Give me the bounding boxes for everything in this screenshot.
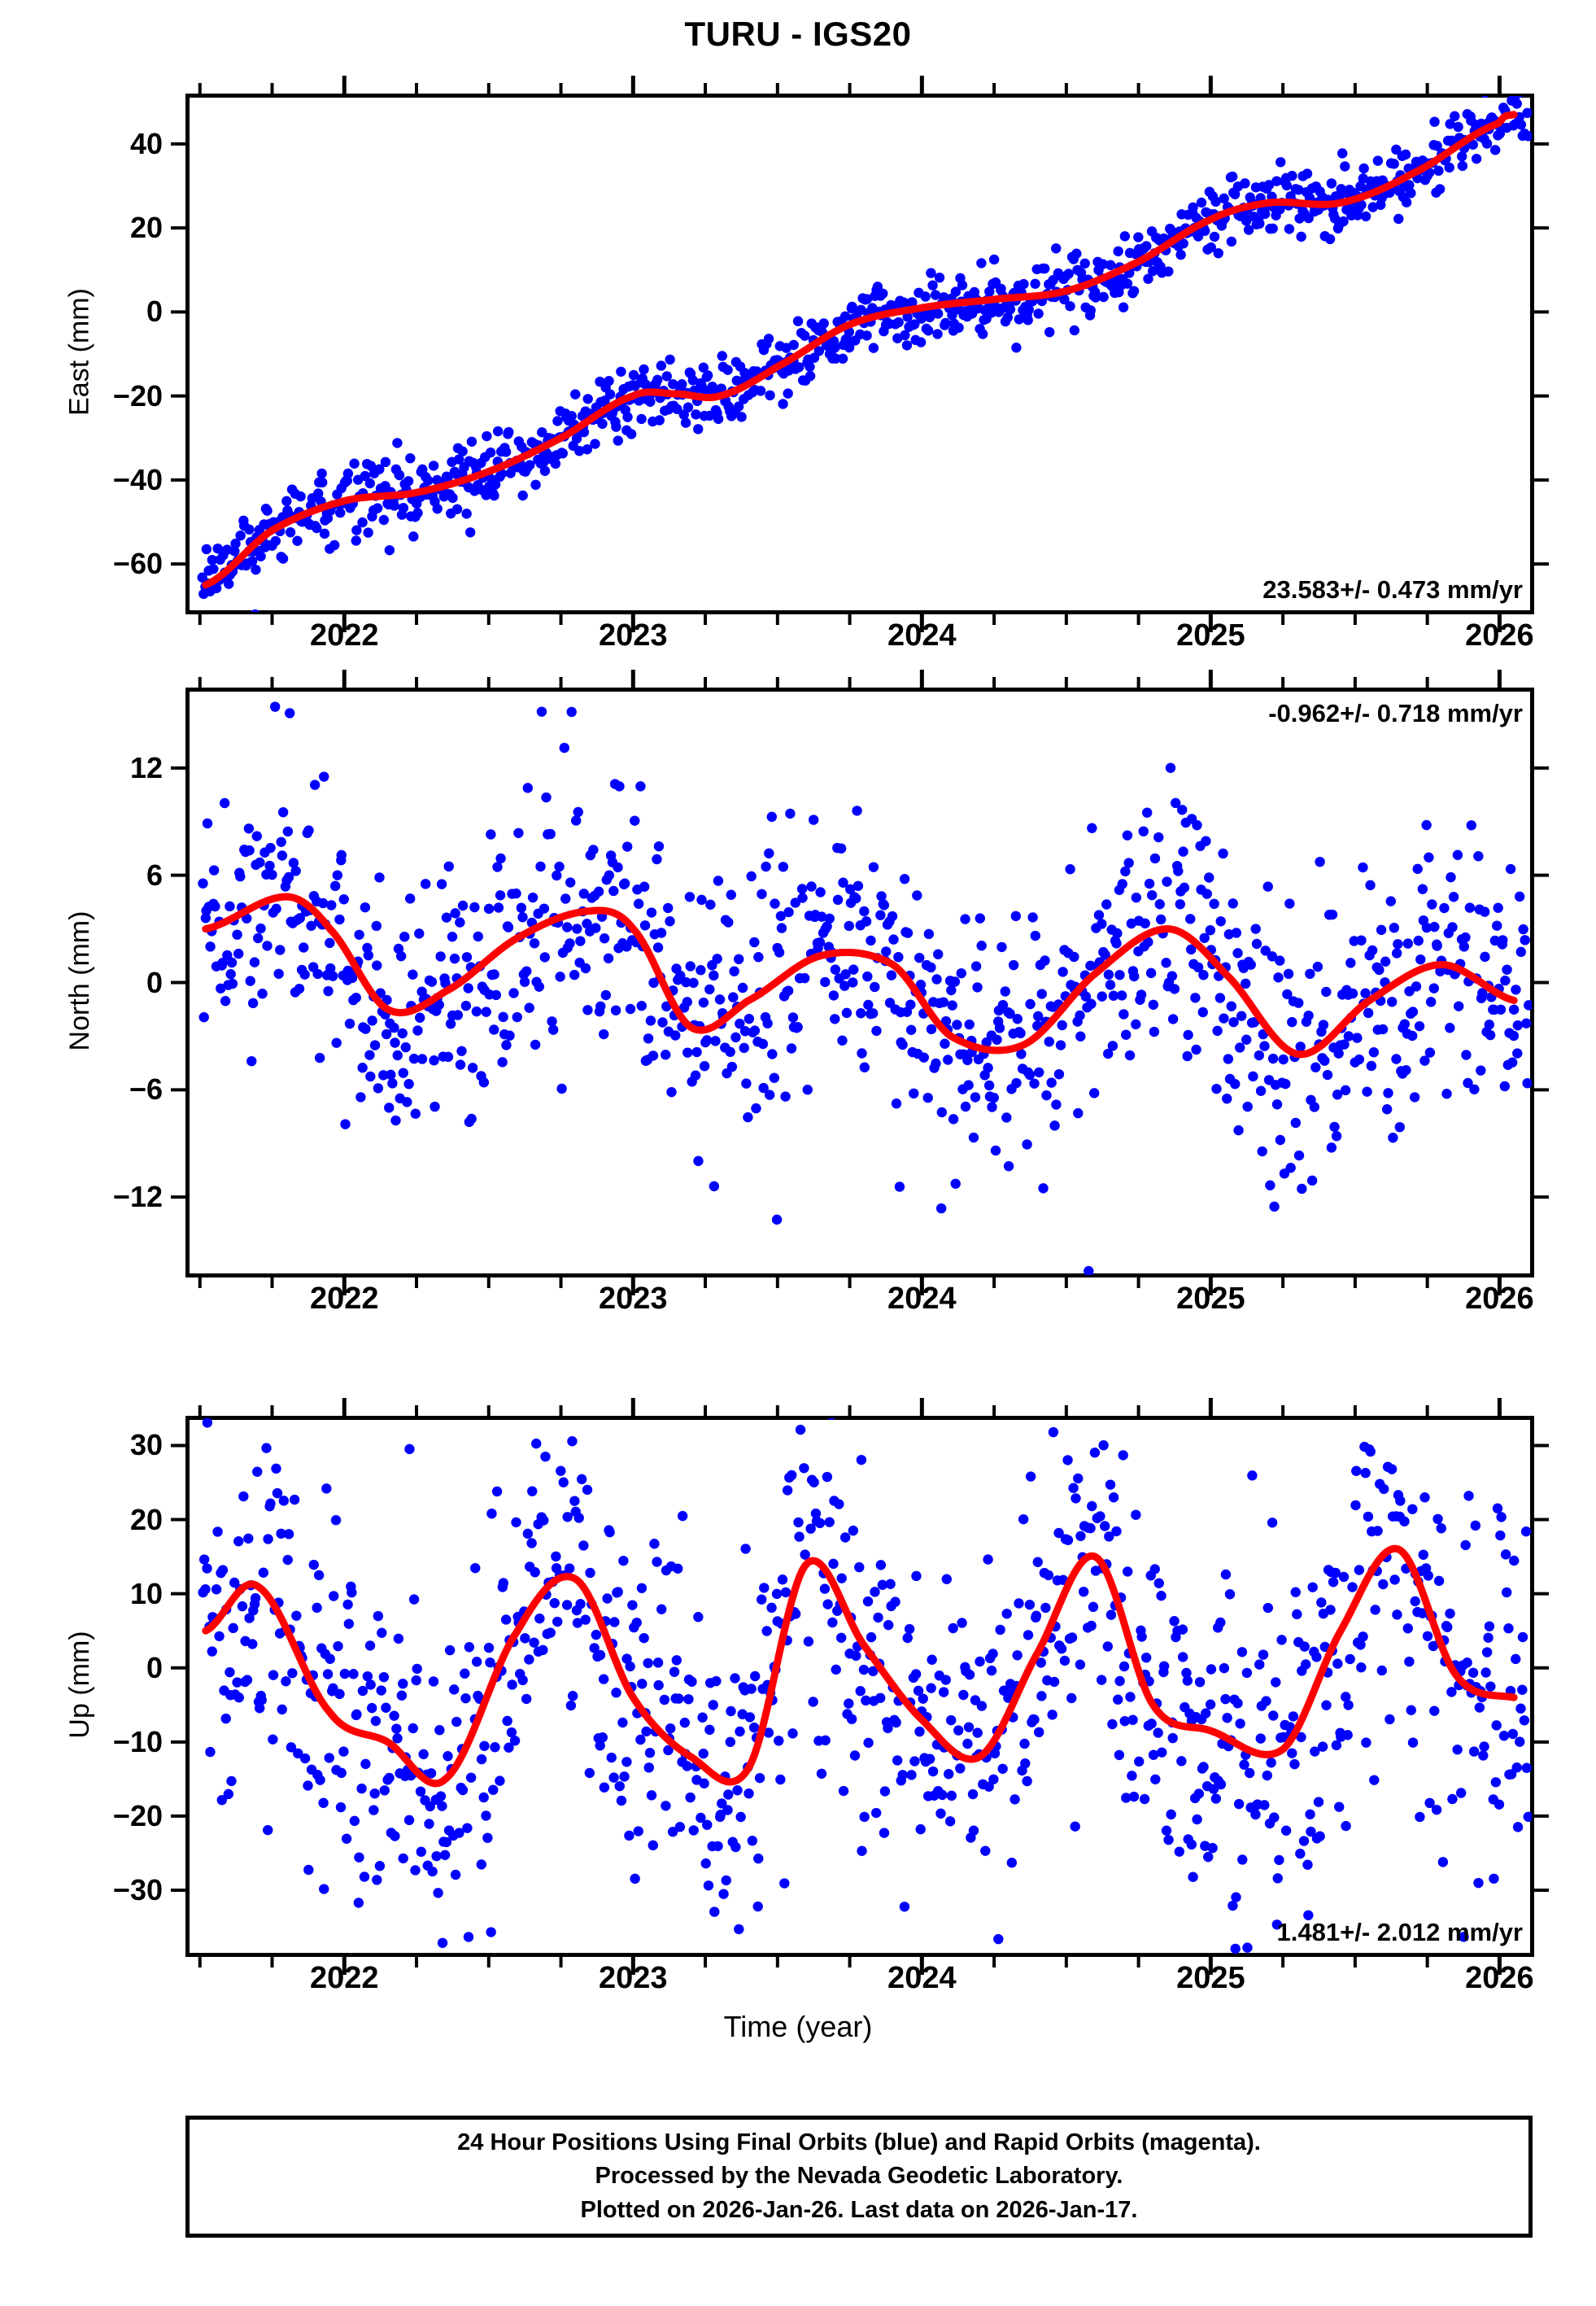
footer-line-1: 24 Hour Positions Using Final Orbits (bl… (457, 2129, 1261, 2156)
ytick-label-east-3: −20 (112, 378, 163, 413)
rate-label-east: 23.583+/- 0.473 mm/yr (1262, 575, 1523, 604)
xtick-label-north-2025: 2025 (1176, 1282, 1245, 1316)
x-axis-title: Time (year) (723, 2010, 873, 2043)
page-title: TURU - IGS20 (684, 15, 912, 53)
xtick-label-up-2022: 2022 (309, 1961, 379, 1995)
ytick-label-up-4: −10 (112, 1724, 163, 1758)
xtick-label-north-2024: 2024 (887, 1282, 957, 1316)
xtick-label-east-2026: 2026 (1465, 618, 1534, 653)
ytick-label-north-1: 6 (146, 858, 163, 892)
ytick-label-east-4: −40 (112, 462, 163, 496)
ytick-label-north-4: −12 (112, 1180, 163, 1214)
xtick-label-east-2024: 2024 (887, 618, 957, 653)
rate-label-up: 1.481+/- 2.012 mm/yr (1276, 1918, 1523, 1946)
ytick-label-east-0: 40 (129, 126, 163, 160)
xtick-label-up-2026: 2026 (1465, 1961, 1534, 1995)
plot-frame-up (185, 1416, 1534, 1957)
footer-line-2: Processed by the Nevada Geodetic Laborat… (595, 2163, 1123, 2190)
ytick-label-up-3: 0 (146, 1650, 163, 1684)
ytick-label-north-2: 0 (146, 965, 163, 999)
ytick-label-east-2: 0 (146, 295, 163, 329)
xtick-label-up-2023: 2023 (599, 1961, 668, 1995)
ytick-label-up-1: 20 (129, 1502, 163, 1536)
xtick-label-up-2024: 2024 (887, 1961, 957, 1995)
xtick-label-north-2026: 2026 (1465, 1282, 1534, 1316)
footer-line-3: Plotted on 2026-Jan-26. Last data on 202… (580, 2196, 1138, 2223)
xtick-label-up-2025: 2025 (1176, 1961, 1245, 1995)
xtick-label-east-2022: 2022 (309, 618, 379, 653)
rate-label-north: -0.962+/- 0.718 mm/yr (1268, 699, 1523, 727)
ytick-label-north-3: −6 (129, 1072, 163, 1107)
footer-caption-box: 24 Hour Positions Using Final Orbits (bl… (185, 2116, 1533, 2238)
ytick-label-east-1: 20 (129, 211, 163, 245)
xtick-label-north-2023: 2023 (599, 1282, 668, 1316)
xtick-label-east-2023: 2023 (599, 618, 668, 653)
ytick-label-up-0: 30 (129, 1428, 163, 1462)
ytick-label-east-5: −60 (112, 547, 163, 581)
xtick-label-north-2022: 2022 (309, 1282, 379, 1316)
ytick-label-up-5: −20 (112, 1798, 163, 1832)
ytick-label-north-0: 12 (129, 750, 163, 784)
y-axis-title-up: Up (mm) (63, 1630, 95, 1739)
xtick-label-east-2025: 2025 (1176, 618, 1245, 653)
ytick-label-up-2: 10 (129, 1576, 163, 1610)
ytick-label-up-6: −30 (112, 1873, 163, 1906)
